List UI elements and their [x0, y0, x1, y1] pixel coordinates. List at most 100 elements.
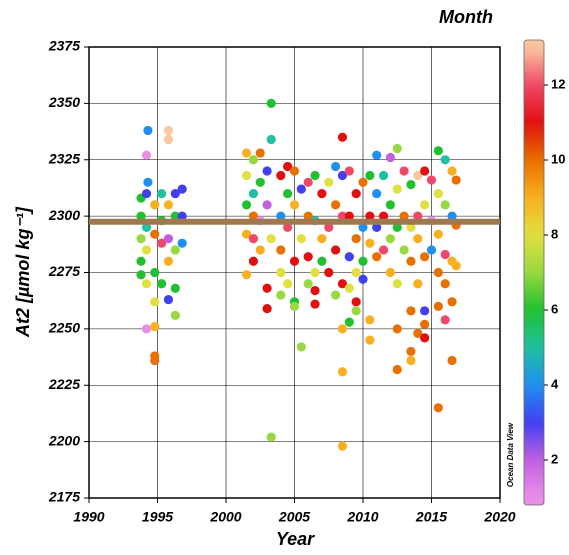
point — [426, 245, 437, 255]
point — [358, 177, 368, 187]
point — [157, 188, 167, 199]
point — [303, 211, 313, 221]
point — [150, 322, 160, 332]
point — [331, 245, 341, 255]
y-tick-label: 2350 — [48, 94, 80, 110]
point — [385, 267, 395, 278]
point — [440, 249, 450, 260]
point — [420, 200, 430, 210]
point — [365, 238, 375, 248]
point — [447, 297, 457, 307]
point — [399, 211, 409, 221]
point — [344, 166, 354, 176]
point — [255, 177, 265, 187]
point — [372, 188, 382, 199]
point — [372, 252, 382, 262]
point — [248, 211, 258, 221]
point — [426, 175, 437, 185]
point — [283, 222, 293, 232]
point — [351, 267, 361, 278]
point — [163, 234, 174, 244]
point — [337, 211, 348, 221]
point — [337, 324, 348, 334]
point — [141, 324, 152, 334]
point — [241, 200, 252, 210]
point — [337, 170, 348, 181]
point — [399, 166, 409, 176]
point — [351, 188, 361, 199]
point — [150, 355, 160, 366]
point — [392, 143, 402, 154]
point — [406, 355, 416, 366]
point — [413, 170, 423, 181]
point — [358, 274, 368, 284]
point — [296, 184, 306, 194]
point — [266, 234, 276, 244]
point — [420, 333, 430, 343]
y-tick-label: 2275 — [48, 263, 80, 279]
point — [413, 328, 423, 338]
point — [150, 229, 160, 239]
point — [266, 432, 276, 442]
point — [170, 245, 180, 255]
point — [392, 364, 402, 375]
point — [324, 222, 334, 232]
point — [262, 166, 272, 176]
x-tick-label: 2010 — [346, 509, 378, 525]
point — [440, 155, 450, 165]
point — [331, 161, 341, 172]
point — [248, 155, 258, 165]
point — [163, 134, 174, 145]
point — [420, 306, 430, 316]
x-tick-label: 1995 — [142, 509, 173, 525]
point — [266, 134, 276, 145]
point — [310, 299, 320, 309]
y-tick-label: 2175 — [48, 489, 80, 505]
point — [406, 256, 416, 266]
point — [283, 279, 293, 289]
point — [170, 188, 180, 199]
point — [406, 179, 416, 190]
point — [262, 283, 272, 293]
point — [310, 285, 320, 296]
point — [241, 270, 252, 280]
watermark: Ocean Data View — [506, 422, 515, 487]
point — [177, 211, 187, 221]
point — [248, 188, 258, 199]
point — [440, 315, 450, 325]
point — [451, 261, 461, 271]
x-axis-label: Year — [276, 529, 315, 549]
point — [451, 175, 461, 185]
point — [317, 234, 327, 244]
colorbar-tick-label: 10 — [551, 151, 565, 166]
point — [413, 279, 423, 289]
colorbar-tick-label: 2 — [551, 451, 558, 466]
y-tick-label: 2375 — [48, 38, 80, 54]
point — [447, 355, 457, 366]
point — [324, 177, 334, 187]
point — [296, 342, 306, 352]
point — [378, 245, 389, 255]
point — [358, 222, 368, 232]
x-tick-label: 2000 — [209, 509, 241, 525]
point — [331, 200, 341, 210]
point — [372, 222, 382, 232]
point — [344, 252, 354, 262]
point — [136, 211, 146, 221]
colorbar-tick-label: 4 — [551, 376, 559, 391]
point — [447, 211, 457, 221]
point — [433, 146, 443, 156]
point — [276, 267, 286, 278]
point — [150, 200, 160, 210]
point — [433, 403, 443, 413]
point — [392, 222, 402, 232]
point — [296, 234, 306, 244]
point — [289, 256, 300, 266]
point — [378, 211, 389, 221]
point — [276, 211, 286, 221]
colorbar-tick-label: 8 — [551, 226, 558, 241]
y-axis-label: At2 [µmol kg⁻¹] — [13, 206, 33, 338]
point — [303, 252, 313, 262]
point — [255, 148, 265, 158]
